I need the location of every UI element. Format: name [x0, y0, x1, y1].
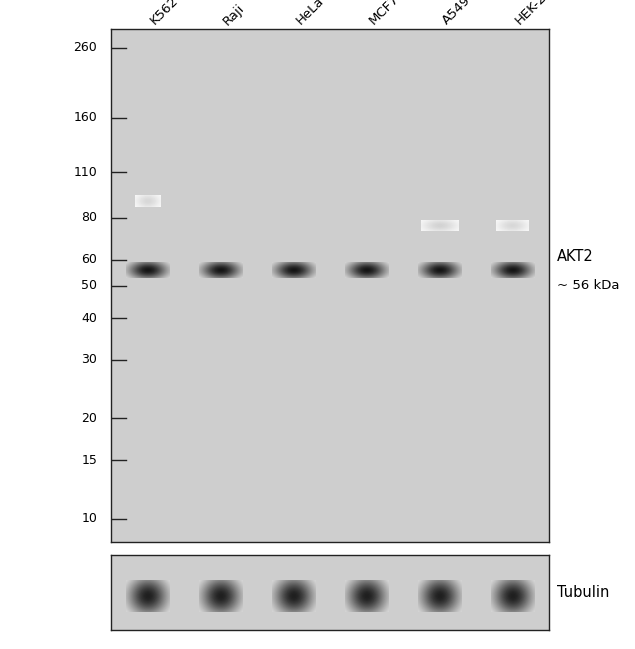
Text: 50: 50 [81, 279, 97, 293]
Text: 40: 40 [81, 312, 97, 324]
Text: AKT2: AKT2 [557, 249, 593, 264]
Text: 80: 80 [81, 212, 97, 225]
Text: MCF7: MCF7 [366, 0, 402, 27]
Text: 60: 60 [81, 253, 97, 266]
Text: HEK-293: HEK-293 [512, 0, 561, 27]
Text: ~ 56 kDa: ~ 56 kDa [557, 279, 619, 292]
Text: 160: 160 [74, 111, 97, 124]
Text: 10: 10 [81, 512, 97, 525]
Text: A549: A549 [439, 0, 473, 27]
Text: 110: 110 [74, 165, 97, 178]
Text: 15: 15 [81, 454, 97, 467]
Text: Tubulin: Tubulin [557, 585, 609, 600]
Text: Raji: Raji [221, 1, 247, 27]
Text: K562: K562 [147, 0, 181, 27]
Text: 20: 20 [81, 412, 97, 425]
Text: 260: 260 [74, 41, 97, 54]
Text: HeLa: HeLa [293, 0, 326, 27]
Text: 30: 30 [81, 353, 97, 366]
